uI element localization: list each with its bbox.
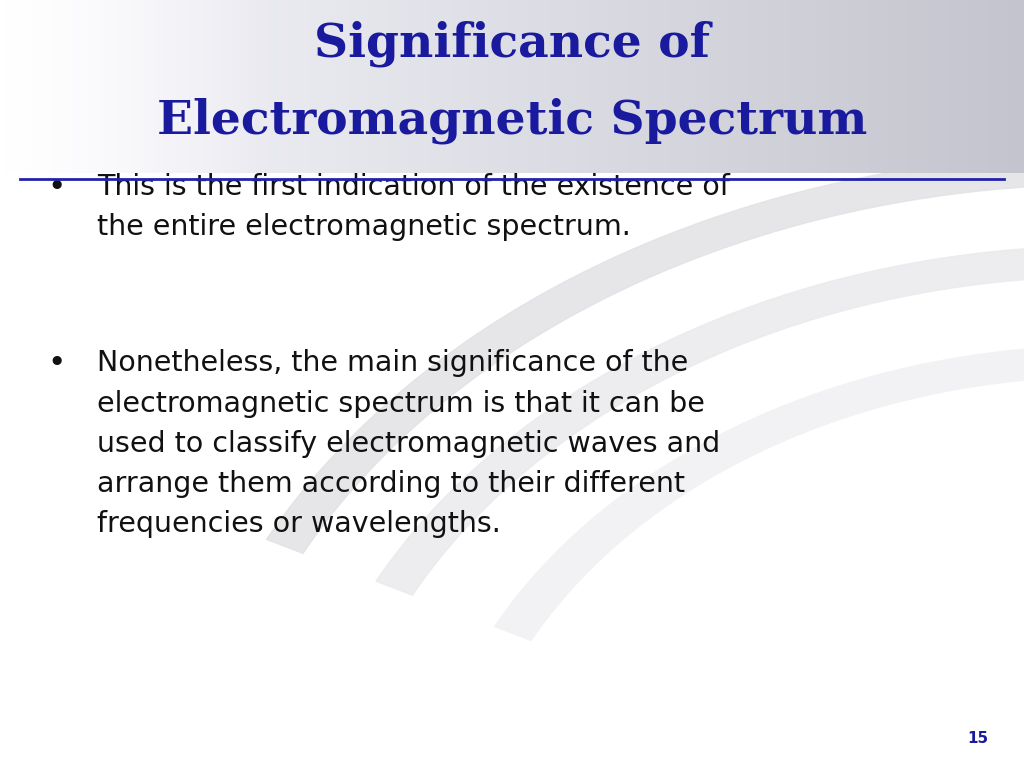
Text: 15: 15 — [967, 731, 988, 746]
Text: Nonetheless, the main significance of the
electromagnetic spectrum is that it ca: Nonetheless, the main significance of th… — [97, 349, 721, 538]
Text: This is the first indication of the existence of
the entire electromagnetic spec: This is the first indication of the exis… — [97, 173, 730, 241]
Text: Significance of: Significance of — [314, 21, 710, 68]
Polygon shape — [495, 346, 1024, 641]
Text: •: • — [47, 173, 66, 202]
Polygon shape — [266, 154, 1024, 553]
Text: •: • — [47, 349, 66, 379]
Text: Electromagnetic Spectrum: Electromagnetic Spectrum — [157, 98, 867, 144]
Polygon shape — [376, 246, 1024, 595]
